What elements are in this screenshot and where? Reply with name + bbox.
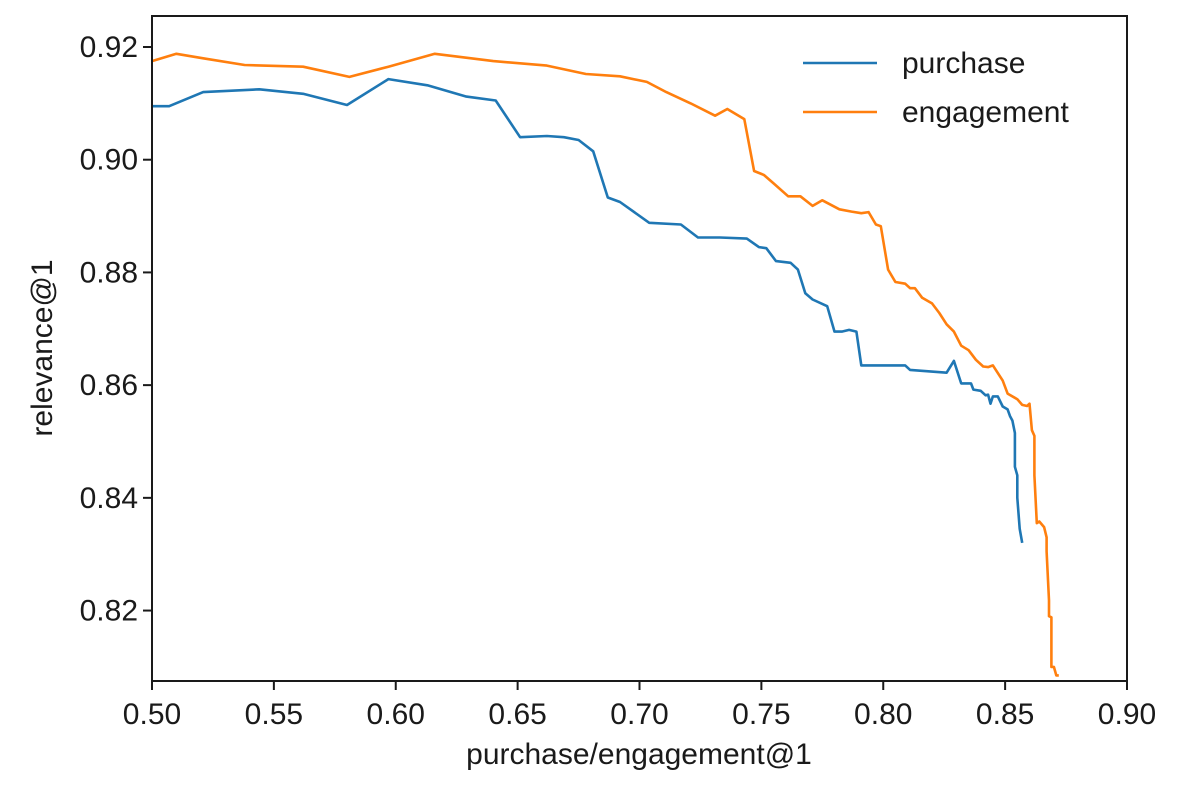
x-tick-label: 0.80 bbox=[854, 698, 912, 731]
x-tick-label: 0.50 bbox=[123, 698, 181, 731]
y-tick-label: 0.92 bbox=[80, 31, 138, 64]
legend-label-engagement: engagement bbox=[902, 96, 1069, 129]
x-axis-label: purchase/engagement@1 bbox=[466, 738, 812, 771]
series-line-engagement bbox=[151, 52, 1059, 677]
y-tick-label: 0.90 bbox=[80, 144, 138, 177]
y-tick-label: 0.86 bbox=[80, 369, 138, 402]
legend: purchase engagement bbox=[803, 47, 1069, 129]
x-tick-label: 0.65 bbox=[488, 698, 546, 731]
y-tick-label: 0.84 bbox=[80, 482, 138, 515]
ticks-layer: 0.50 0.55 0.60 0.65 0.70 0.75 0.80 0.85 0.90 0.82… bbox=[80, 31, 1157, 731]
x-tick-label: 0.85 bbox=[976, 698, 1034, 731]
x-tick-label: 0.70 bbox=[610, 698, 668, 731]
x-tick-label: 0.55 bbox=[245, 698, 303, 731]
series-line-purchase bbox=[152, 77, 1024, 544]
x-tick-label: 0.75 bbox=[732, 698, 790, 731]
y-tick-label: 0.82 bbox=[80, 595, 138, 628]
series-layer bbox=[151, 52, 1059, 677]
y-axis-label: relevance@1 bbox=[26, 259, 59, 436]
x-tick-label: 0.90 bbox=[1098, 698, 1156, 731]
x-tick-label: 0.60 bbox=[367, 698, 425, 731]
y-tick-label: 0.88 bbox=[80, 256, 138, 289]
legend-label-purchase: purchase bbox=[902, 47, 1025, 80]
